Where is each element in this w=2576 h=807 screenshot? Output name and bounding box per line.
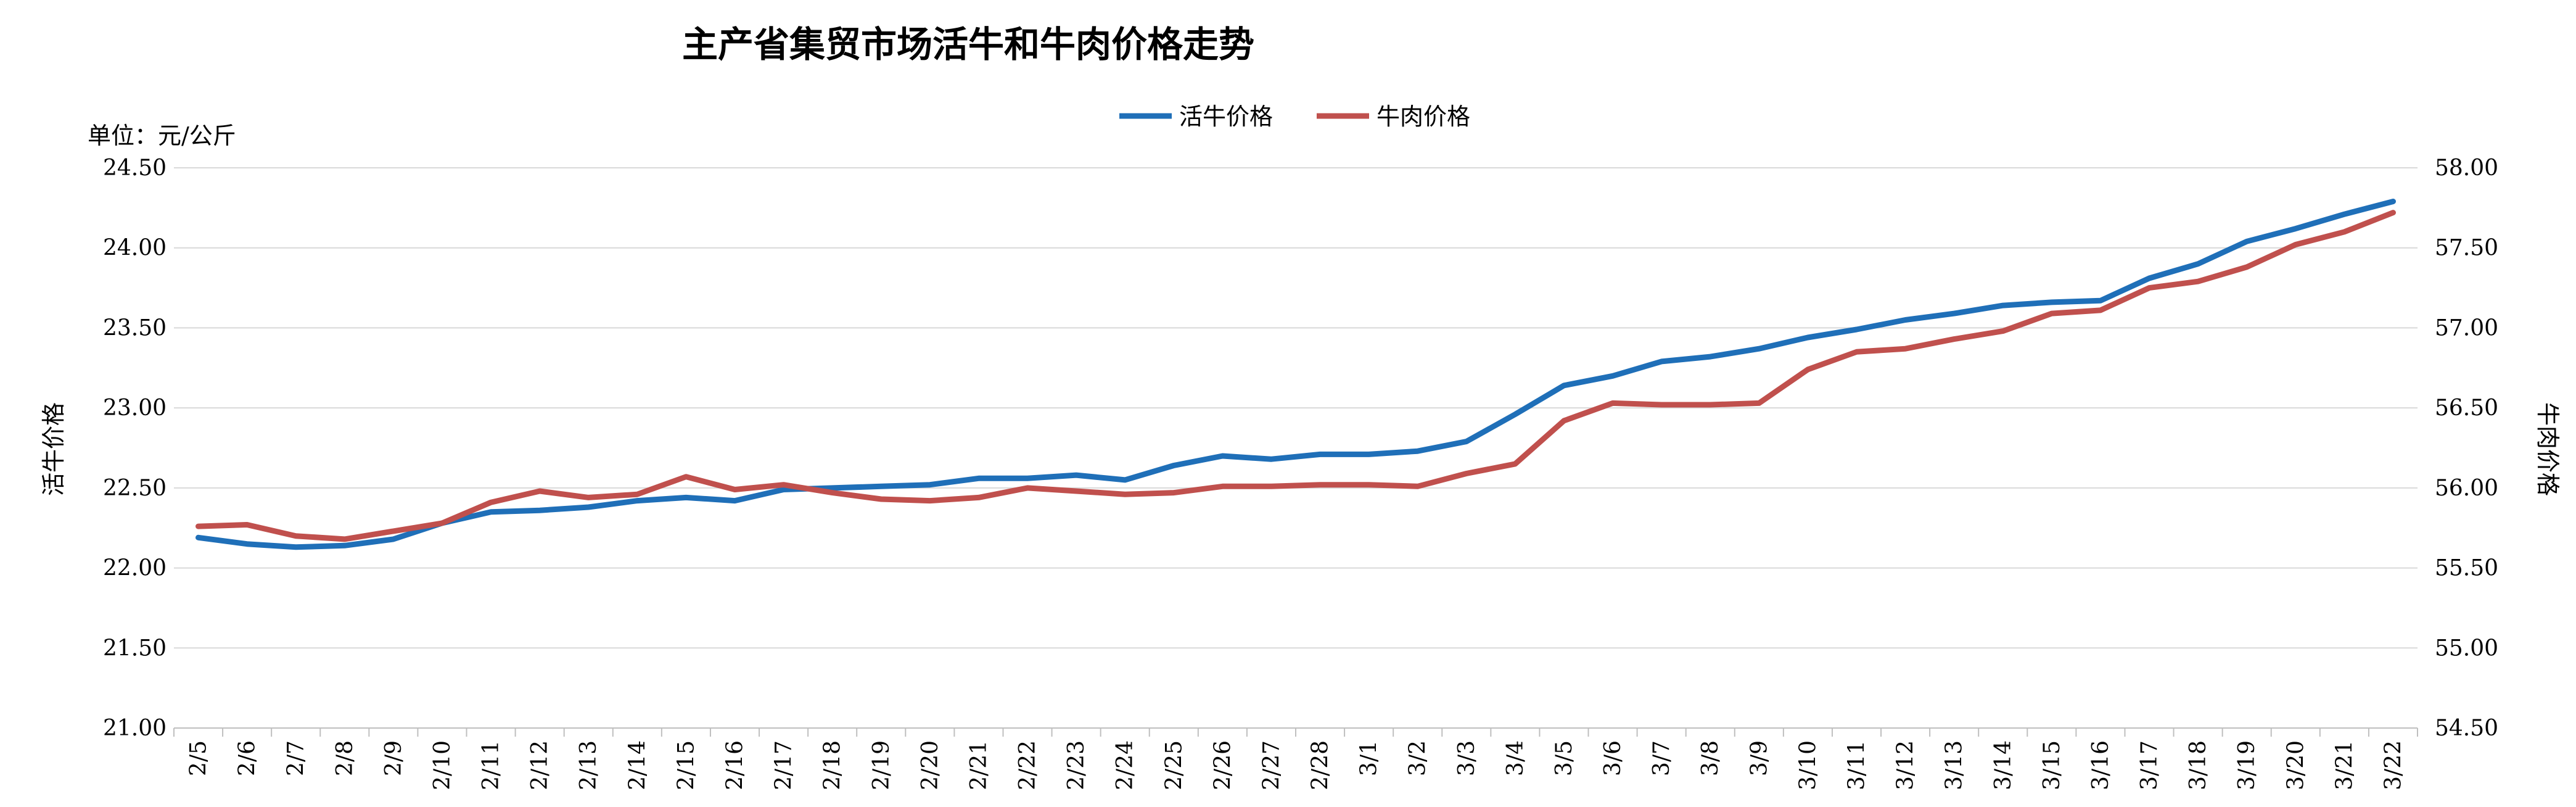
y-tick-left-label: 22.00 [103, 556, 167, 581]
x-tick-label: 2/27 [1259, 740, 1284, 790]
y-tick-left-label: 23.50 [103, 315, 167, 341]
y-tick-left-label: 22.50 [103, 476, 167, 501]
x-tick-label: 3/19 [2234, 740, 2260, 790]
y-tick-right-label: 56.50 [2435, 395, 2498, 421]
x-tick-label: 2/23 [1064, 740, 1089, 790]
y-tick-right-label: 58.00 [2435, 155, 2498, 181]
x-tick-label: 3/1 [1357, 740, 1382, 776]
x-tick-label: 2/20 [918, 740, 943, 790]
y-tick-right-label: 55.50 [2435, 556, 2498, 581]
x-tick-label: 3/10 [1795, 740, 1821, 790]
y-axis-right-title: 牛肉价格 [2534, 402, 2561, 496]
y-tick-left-label: 24.50 [103, 155, 167, 181]
x-tick-label: 2/16 [723, 740, 748, 790]
x-tick-label: 2/26 [1210, 740, 1235, 790]
y-tick-left-label: 23.00 [103, 395, 167, 421]
x-axis-ticks: 2/5 2/6 2/7 2/8 2/9 2/10 2/11 2/12 2/13 2/14 2/15 2… [173, 728, 2418, 790]
y-axis-left-title: 活牛价格 [40, 402, 67, 496]
gridlines [174, 167, 2418, 729]
x-tick-label: 2/28 [1308, 740, 1333, 790]
x-tick-label: 3/15 [2039, 740, 2065, 790]
x-tick-label: 3/18 [2186, 740, 2211, 790]
y-tick-right-label: 55.00 [2435, 635, 2498, 661]
x-tick-label: 2/24 [1113, 740, 1138, 790]
y-tick-right-label: 54.50 [2435, 716, 2498, 741]
x-tick-label: 2/18 [820, 740, 846, 790]
chart-title: 主产省集贸市场活牛和牛肉价格走势 [682, 23, 1254, 65]
x-tick-label: 3/3 [1454, 740, 1479, 776]
x-tick-label: 2/25 [1161, 740, 1187, 790]
y-tick-right-label: 57.00 [2435, 315, 2498, 341]
x-tick-label: 2/22 [1015, 740, 1040, 790]
x-tick-label: 2/11 [479, 740, 504, 790]
series-line-live-cattle [195, 199, 2396, 550]
x-tick-label: 3/22 [2381, 740, 2406, 790]
x-tick-label: 2/9 [381, 740, 406, 776]
x-tick-label: 2/19 [869, 740, 894, 790]
x-tick-label: 3/5 [1552, 740, 1577, 776]
x-tick-label: 2/12 [527, 740, 553, 790]
x-tick-label: 3/20 [2283, 740, 2308, 790]
x-tick-label: 3/7 [1649, 740, 1674, 776]
legend-label-beef: 牛肉价格 [1376, 103, 1470, 130]
x-tick-label: 2/5 [186, 740, 212, 776]
x-tick-label: 3/6 [1600, 740, 1626, 776]
x-tick-label: 2/14 [625, 740, 650, 790]
x-tick-label: 2/10 [430, 740, 455, 790]
x-tick-label: 2/13 [576, 740, 601, 790]
x-tick-label: 2/15 [673, 740, 699, 790]
unit-label: 单位：元/公斤 [88, 122, 236, 149]
legend: 活牛价格 牛肉价格 [1119, 103, 1470, 130]
x-tick-label: 2/7 [284, 740, 309, 776]
series-line-beef [195, 210, 2396, 542]
legend-label-live-cattle: 活牛价格 [1179, 103, 1273, 130]
y-tick-left-label: 21.00 [103, 716, 167, 741]
x-tick-label: 2/21 [966, 740, 992, 790]
y-tick-right-label: 56.00 [2435, 476, 2498, 501]
x-tick-label: 2/17 [772, 740, 797, 790]
x-tick-label: 3/14 [1991, 740, 2016, 790]
y-axis-left-ticks: 21.00 21.50 22.00 22.50 23.00 23.50 24.00 24.50 [103, 155, 167, 741]
x-tick-label: 3/12 [1893, 740, 1919, 790]
x-tick-label: 2/8 [332, 740, 358, 776]
series-layer [195, 199, 2396, 550]
y-tick-right-label: 57.50 [2435, 236, 2498, 261]
x-tick-label: 3/11 [1845, 740, 1870, 790]
x-tick-label: 3/16 [2088, 740, 2113, 790]
x-tick-label: 3/9 [1747, 740, 1772, 776]
x-tick-label: 2/6 [235, 740, 260, 776]
x-tick-label: 3/17 [2137, 740, 2162, 790]
x-tick-label: 3/13 [1942, 740, 1967, 790]
legend-item-live-cattle: 活牛价格 [1119, 103, 1273, 130]
x-tick-label: 3/8 [1698, 740, 1723, 776]
x-tick-label: 3/21 [2332, 740, 2357, 790]
y-tick-left-label: 24.00 [103, 236, 167, 261]
y-axis-right-ticks: 54.50 55.00 55.50 56.00 56.50 57.00 57.50 58.00 [2435, 155, 2498, 741]
legend-item-beef: 牛肉价格 [1317, 103, 1470, 130]
x-tick-label: 3/2 [1405, 740, 1431, 776]
y-tick-left-label: 21.50 [103, 635, 167, 661]
x-tick-label: 3/4 [1503, 740, 1528, 776]
